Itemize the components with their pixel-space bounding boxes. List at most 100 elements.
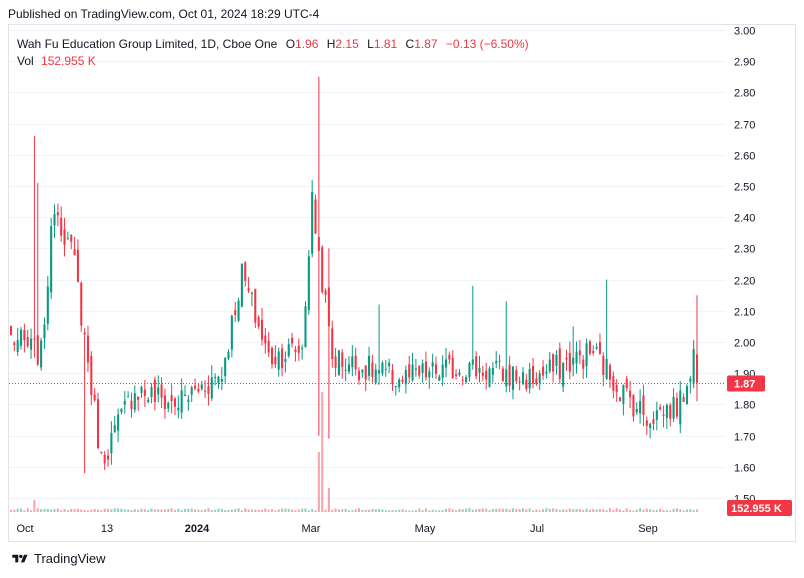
candle — [344, 358, 347, 382]
volume-bar — [170, 508, 173, 512]
candle — [508, 356, 511, 393]
candle — [475, 351, 478, 380]
candle-body — [582, 359, 585, 369]
candle-body — [190, 387, 193, 395]
candle — [398, 377, 401, 393]
candle-body — [424, 361, 427, 378]
volume-bar — [565, 509, 568, 512]
volume-bar — [86, 510, 90, 512]
candle — [498, 354, 501, 370]
candle — [491, 362, 494, 383]
candle — [364, 365, 367, 392]
volume-bar — [194, 509, 197, 512]
volume-bar — [351, 510, 354, 512]
candle — [240, 263, 243, 308]
volume-bar — [562, 509, 565, 512]
candle-body — [100, 451, 103, 453]
volume-bar — [240, 510, 243, 512]
volume-bar — [284, 508, 287, 512]
candle-body — [528, 369, 531, 389]
candle-body — [378, 370, 381, 374]
volume-bar — [475, 509, 478, 512]
candle — [602, 352, 605, 387]
volume-bar — [337, 509, 340, 512]
volume-bar — [642, 509, 645, 512]
volume-bar — [130, 510, 133, 512]
candle — [478, 356, 481, 383]
volume-bar — [629, 510, 632, 512]
candle-body — [113, 425, 116, 433]
chart-frame[interactable] — [8, 24, 796, 542]
candle-body — [401, 379, 404, 382]
volume-bar — [331, 509, 334, 512]
candle — [421, 359, 424, 383]
volume-bar — [602, 509, 605, 512]
candle — [672, 388, 675, 423]
volume-bar — [227, 509, 230, 512]
candle-body — [695, 354, 699, 383]
volume-bar — [123, 509, 126, 512]
candle-body — [53, 213, 56, 226]
candle — [250, 291, 253, 307]
candle-body — [635, 408, 638, 413]
volume-bar — [485, 508, 488, 512]
candle — [354, 347, 357, 376]
candle-body — [565, 357, 568, 360]
volume-bar — [204, 509, 207, 512]
candle-body — [66, 238, 69, 240]
volume-bar — [441, 510, 444, 512]
candle — [83, 328, 86, 474]
volume-bar — [444, 508, 448, 512]
candle-body — [588, 341, 591, 354]
candle — [542, 360, 545, 381]
footer: TradingView — [10, 551, 106, 566]
candle-body — [307, 256, 310, 311]
candle — [692, 340, 695, 389]
volume-bar — [20, 508, 23, 512]
open-value: 1.96 — [295, 37, 319, 51]
volume-bar — [237, 508, 240, 512]
candle-body — [214, 376, 217, 378]
volume-bar — [525, 509, 528, 512]
candle — [568, 341, 571, 380]
candle-body — [585, 343, 588, 367]
volume-bar — [679, 509, 682, 512]
volume-bar — [43, 508, 46, 512]
candle-body — [552, 353, 555, 372]
candle-body — [508, 364, 511, 386]
volume-bar — [672, 508, 675, 512]
candle-body — [337, 350, 340, 376]
volume-bar — [685, 509, 688, 512]
volume-bar — [411, 510, 414, 512]
candle — [297, 338, 300, 361]
candle — [608, 363, 612, 389]
volume-bar — [150, 508, 153, 512]
candle-body — [143, 389, 146, 396]
volume-bar — [511, 508, 514, 512]
volume-bar — [100, 510, 103, 512]
candle — [30, 328, 33, 359]
volume-bar — [187, 508, 190, 512]
y-tick-label: 3.00 — [734, 26, 755, 38]
candle-body — [548, 359, 551, 372]
candle — [281, 343, 284, 377]
candle-body — [46, 286, 49, 324]
candle-body — [13, 342, 16, 346]
candle-body — [217, 376, 220, 384]
volume-bar — [220, 508, 223, 512]
candle — [257, 314, 260, 330]
candle-body — [351, 356, 354, 368]
candle-body — [73, 248, 76, 256]
volume-bar — [347, 510, 351, 512]
volume-bar — [378, 508, 381, 512]
candle — [404, 365, 407, 394]
candle — [337, 349, 340, 376]
candle — [548, 351, 551, 374]
volume-bar — [575, 509, 578, 512]
candle-body — [418, 365, 421, 376]
volume-bar — [531, 510, 535, 512]
volume-bar — [36, 508, 39, 512]
chart-legend: Wah Fu Education Group Limited, 1D, Cboe… — [17, 36, 529, 69]
x-tick-label: 2024 — [185, 523, 210, 535]
